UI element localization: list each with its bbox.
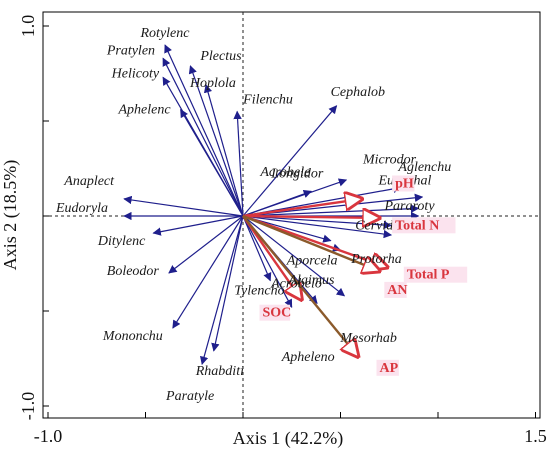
species-label-paratyle: Paratyle [165, 389, 214, 404]
env-label-an: AN [387, 283, 407, 298]
species-label-cervidel: Cervidel [355, 219, 403, 234]
species-label-protorha: Protorha [350, 252, 402, 267]
species-label-rhabditi: Rhabditi [195, 364, 244, 379]
species-label-cephalob: Cephalob [331, 85, 385, 100]
species-arrow-mononchu [172, 215, 244, 329]
species-label-anaplect: Anaplect [63, 174, 115, 189]
env-label-soc: SOC [263, 306, 292, 321]
species-label-helicoty: Helicoty [111, 66, 160, 81]
species-arrow-apheleno [242, 215, 293, 308]
species-arrow-tylencho [242, 215, 272, 282]
species-label-tylencho: Tylencho [234, 284, 284, 299]
species-label-longidor: Longidor [270, 166, 324, 181]
species-label-mesorhab: Mesorhab [339, 331, 397, 346]
species-label-apheleno: Apheleno [281, 350, 335, 365]
species-label-aphelenc: Aphelenc [118, 103, 172, 118]
env-label-highlight-ph [392, 175, 415, 192]
env-arrow-total-n [242, 216, 380, 218]
species-arrow-cephalob [242, 105, 338, 217]
species-arrow-ditylenc [152, 215, 244, 236]
y-tick-label: -1.0 [18, 392, 38, 421]
species-label-alaimus: Alaimus [288, 273, 335, 288]
env-arrow-an [242, 214, 380, 271]
species-arrow-mesorhab [242, 215, 346, 297]
species-arrow-anaplect [123, 195, 244, 217]
species-arrow-rhabditi [211, 215, 244, 352]
species-label-ditylenc: Ditylenc [97, 234, 146, 249]
species-arrows [123, 44, 424, 366]
species-arrow-paratyle [200, 215, 244, 366]
env-label-total-p: Total P [407, 268, 450, 283]
species-label-aporcela: Aporcela [286, 254, 338, 269]
species-label-mononchu: Mononchu [102, 329, 163, 344]
y-axis-title: Axis 2 (18.5%) [0, 160, 21, 271]
env-label-highlight-an [384, 281, 407, 298]
species-label-microdor: Microdor [362, 153, 417, 168]
env-label-total-n: Total N [395, 218, 439, 233]
species-label-hoplola: Hoplola [189, 76, 236, 91]
species-arrow-filenchu [233, 110, 244, 217]
species-label-acrobelo: Acrobelo [270, 276, 322, 291]
species-arrow-boleodor [168, 215, 244, 274]
species-label-pratylen: Pratylen [106, 43, 155, 58]
species-label-eudoryla: Eudoryla [55, 201, 108, 216]
env-label-highlight-total-n [392, 217, 456, 234]
y-tick-label: 1.0 [18, 15, 38, 38]
x-axis-title: Axis 1 (42.2%) [233, 428, 344, 449]
species-label-pararoty: Pararoty [384, 199, 436, 214]
species-arrow-eucephal [242, 204, 420, 217]
species-arrow-pratylen [162, 57, 244, 217]
species-label-boleodor: Boleodor [107, 264, 160, 279]
species-label-plectus: Plectus [199, 49, 242, 64]
env-arrow-ap [242, 215, 358, 357]
species-arrow-rotylenc [164, 44, 244, 217]
species-arrow-hoplola [203, 84, 244, 217]
x-tick-label: -1.0 [34, 426, 63, 446]
species-arrow-acrobele [242, 178, 348, 217]
vector-labels: Rotylenc Pratylen Plectus Helicoty Hoplola Fi… [55, 26, 468, 404]
env-label-highlight-ap [376, 359, 399, 376]
x-tick-label: 1.5 [524, 426, 547, 446]
env-label-highlight-total-p [403, 266, 468, 283]
species-label-filenchu: Filenchu [242, 93, 293, 108]
env-label-ap: AP [380, 361, 399, 376]
species-arrow-aphelenc [180, 108, 244, 217]
env-label-ph: pH [395, 177, 414, 192]
species-label-aglenchu: Aglenchu [397, 160, 451, 175]
env-arrow-ph [242, 199, 362, 218]
species-label-acrobele: Acrobele [259, 165, 310, 180]
axis-ticks: -1.0 1.5 1.0 -1.0 [18, 15, 547, 446]
environment-arrows [242, 199, 387, 357]
env-arrow-soc [242, 215, 302, 300]
species-arrow-plectus [188, 65, 244, 217]
env-label-highlight-soc [259, 304, 291, 321]
species-label-rotylenc: Rotylenc [140, 26, 191, 41]
plot-frame [42, 11, 541, 419]
species-arrow-protorha [242, 215, 393, 239]
